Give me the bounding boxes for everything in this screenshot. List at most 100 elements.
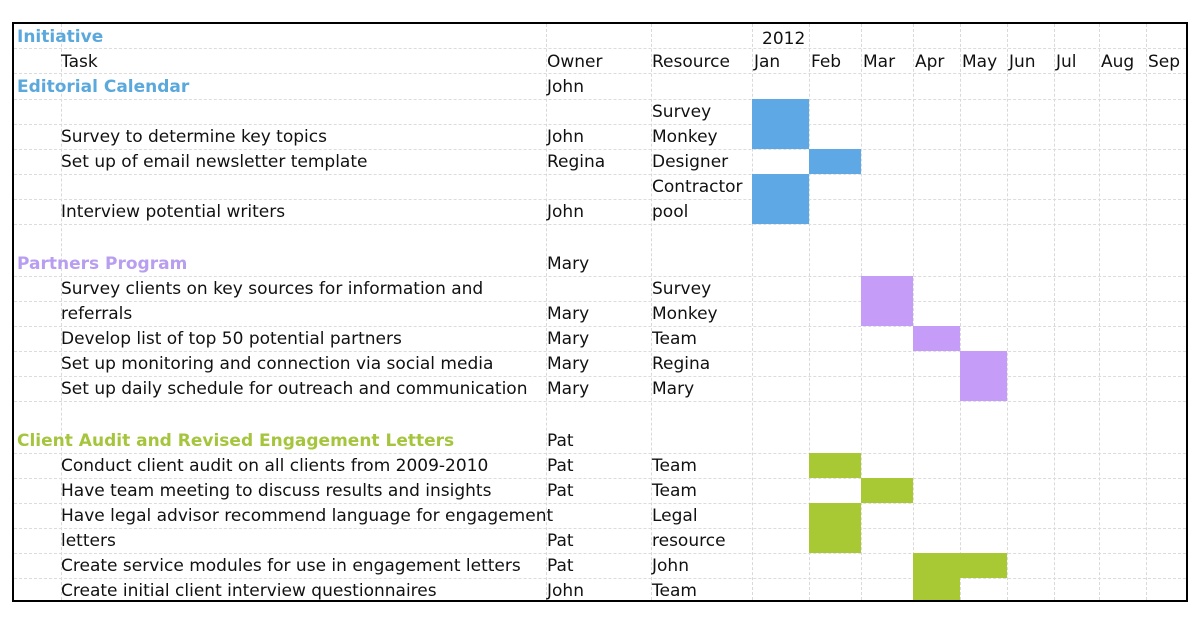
task-resource-line1: Contractor <box>652 177 743 197</box>
month-header-jan: Jan <box>754 52 781 72</box>
month-header-sep: Sep <box>1148 52 1181 72</box>
month-header-jun: Jun <box>1009 52 1036 72</box>
task-owner: John <box>547 581 584 601</box>
section-owner: John <box>547 77 584 97</box>
grid-row-line <box>14 124 1186 125</box>
task-name: Create service modules for use in engage… <box>61 556 521 576</box>
month-header-may: May <box>962 52 998 72</box>
task-owner: Mary <box>547 304 590 324</box>
gantt-bar <box>960 351 1007 376</box>
grid-column-line <box>1007 24 1008 600</box>
section-owner: Pat <box>547 431 574 451</box>
grid-column-line <box>752 24 753 600</box>
task-header: Task <box>61 52 98 72</box>
gantt-bar <box>913 326 960 351</box>
month-header-aug: Aug <box>1101 52 1135 72</box>
task-resource: Monkey <box>652 127 718 147</box>
grid-column-line <box>546 24 547 600</box>
task-owner: Mary <box>547 379 590 399</box>
grid-column-line <box>1054 24 1055 600</box>
task-owner: Pat <box>547 531 574 551</box>
task-resource: Monkey <box>652 304 718 324</box>
grid-column-line <box>651 24 652 600</box>
owner-header: Owner <box>547 52 603 72</box>
gantt-bar <box>809 503 861 553</box>
task-resource: Team <box>652 581 697 601</box>
task-name: Conduct client audit on all clients from… <box>61 456 489 476</box>
task-owner: Pat <box>547 481 574 501</box>
task-resource: Mary <box>652 379 695 399</box>
resource-header: Resource <box>652 52 730 72</box>
task-owner: Mary <box>547 329 590 349</box>
section-title: Editorial Calendar <box>17 77 190 97</box>
grid-row-line <box>14 174 1186 175</box>
task-name: Set up of email newsletter template <box>61 152 368 172</box>
month-header-feb: Feb <box>811 52 842 72</box>
task-name: Develop list of top 50 potential partner… <box>61 329 402 349</box>
task-name: Set up daily schedule for outreach and c… <box>61 379 528 399</box>
gantt-bar <box>960 376 1007 401</box>
grid-row-line <box>14 478 1186 479</box>
grid-row-line <box>14 503 1186 504</box>
task-resource: John <box>652 556 689 576</box>
section-owner: Mary <box>547 254 590 274</box>
year-header: 2012 <box>762 29 806 49</box>
grid-row-line <box>14 376 1186 377</box>
month-header-apr: Apr <box>915 52 945 72</box>
initiative-header: Initiative <box>17 27 104 47</box>
gantt-bar <box>861 478 913 503</box>
task-owner: John <box>547 202 584 222</box>
grid-row-line <box>14 149 1186 150</box>
grid-column-line <box>1146 24 1147 600</box>
task-name: Have team meeting to discuss results and… <box>61 481 492 501</box>
task-owner: Mary <box>547 354 590 374</box>
task-resource: resource <box>652 531 726 551</box>
section-title: Partners Program <box>17 254 188 274</box>
section-title: Client Audit and Revised Engagement Lett… <box>17 431 455 451</box>
task-resource: Team <box>652 481 697 501</box>
grid-column-line <box>913 24 914 600</box>
grid-row-line <box>14 326 1186 327</box>
task-resource: Team <box>652 456 697 476</box>
task-resource: Regina <box>652 354 711 374</box>
task-name: Survey to determine key topics <box>61 127 327 147</box>
task-owner: Regina <box>547 152 606 172</box>
grid-column-line <box>61 24 62 600</box>
task-owner: Pat <box>547 556 574 576</box>
grid-row-line <box>14 73 1186 74</box>
gantt-bar <box>752 99 809 149</box>
grid-row-line <box>14 453 1186 454</box>
grid-row-line <box>14 528 1186 529</box>
task-owner: John <box>547 127 584 147</box>
gantt-bar <box>752 174 809 224</box>
grid-row-line <box>14 276 1186 277</box>
gantt-bar <box>809 453 861 478</box>
gantt-bar <box>861 276 913 326</box>
task-name-line1: Survey clients on key sources for inform… <box>61 279 484 299</box>
month-header-mar: Mar <box>863 52 896 72</box>
task-resource: Designer <box>652 152 729 172</box>
gantt-bar <box>913 553 1007 578</box>
task-owner: Pat <box>547 456 574 476</box>
task-resource-line1: Legal <box>652 506 698 526</box>
task-name: referrals <box>61 304 133 324</box>
gantt-sheet: Initiative 2012 Task Owner Resource Jan F… <box>12 22 1188 602</box>
grid-row-line <box>14 99 1186 100</box>
grid <box>14 24 1186 600</box>
grid-column-line <box>809 24 810 600</box>
grid-column-line <box>960 24 961 600</box>
gantt-bar <box>809 149 861 174</box>
grid-row-line <box>14 48 1186 49</box>
task-name-line1: Have legal advisor recommend language fo… <box>61 506 554 526</box>
grid-row-line <box>14 351 1186 352</box>
gantt-bar <box>913 578 960 600</box>
grid-column-line <box>1099 24 1100 600</box>
month-header-jul: Jul <box>1056 52 1077 72</box>
task-name: Set up monitoring and connection via soc… <box>61 354 494 374</box>
grid-row-line <box>14 553 1186 554</box>
task-resource: Team <box>652 329 697 349</box>
grid-row-line <box>14 401 1186 402</box>
task-resource: pool <box>652 202 689 222</box>
task-name: letters <box>61 531 116 551</box>
task-name: Create initial client interview question… <box>61 581 437 601</box>
